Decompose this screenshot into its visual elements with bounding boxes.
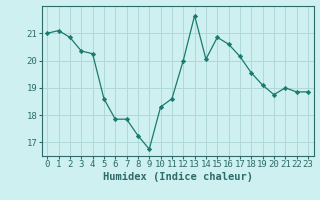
X-axis label: Humidex (Indice chaleur): Humidex (Indice chaleur) (103, 172, 252, 182)
